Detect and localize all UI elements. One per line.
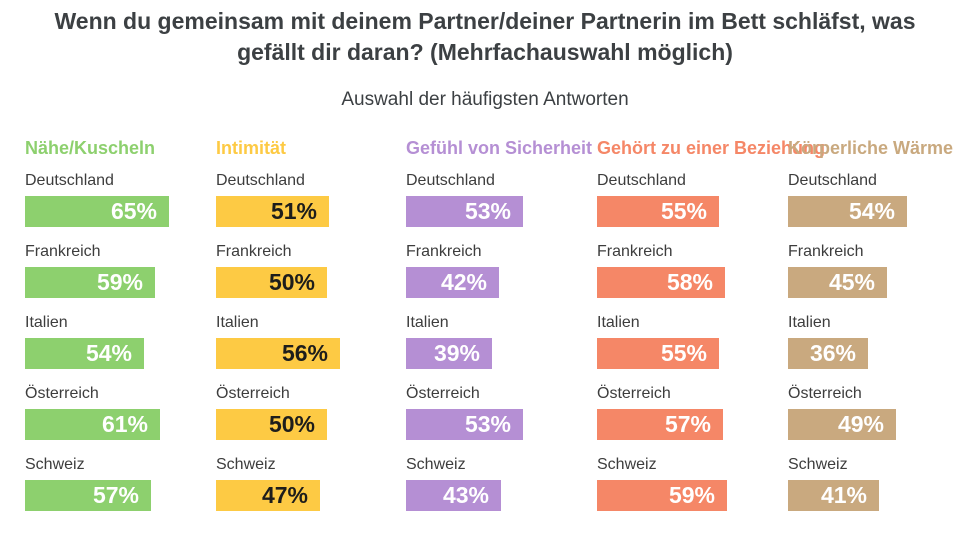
bar-row: Deutschland 53% xyxy=(406,171,597,227)
bar-row: Schweiz 59% xyxy=(597,455,788,511)
value-bar: 36% xyxy=(788,338,868,369)
country-label: Deutschland xyxy=(406,172,495,189)
bar-row: Frankreich 50% xyxy=(216,242,407,298)
country-label: Österreich xyxy=(597,385,671,402)
value-bar: 54% xyxy=(788,196,907,227)
country-label: Frankreich xyxy=(25,243,101,260)
country-label: Österreich xyxy=(216,385,290,402)
bar-row: Schweiz 57% xyxy=(25,455,216,511)
bar-row: Österreich 49% xyxy=(788,384,970,440)
bar-row: Deutschland 51% xyxy=(216,171,407,227)
country-label: Frankreich xyxy=(597,243,673,260)
value-bar: 53% xyxy=(406,409,523,440)
bar-row: Österreich 57% xyxy=(597,384,788,440)
country-label: Deutschland xyxy=(597,172,686,189)
bar-row: Deutschland 54% xyxy=(788,171,970,227)
bar-row: Schweiz 41% xyxy=(788,455,970,511)
country-label: Frankreich xyxy=(406,243,482,260)
bar-row: Österreich 50% xyxy=(216,384,407,440)
column-koerperliche-waerme: Körperliche Wärme Deutschland 54% Frankr… xyxy=(788,139,970,526)
value-bar: 65% xyxy=(25,196,169,227)
bar-row: Österreich 61% xyxy=(25,384,216,440)
bar-row: Italien 39% xyxy=(406,313,597,369)
bar-row: Schweiz 43% xyxy=(406,455,597,511)
value-bar: 49% xyxy=(788,409,896,440)
value-bar: 59% xyxy=(25,267,155,298)
column-naehe-kuscheln: Nähe/Kuscheln Deutschland 65% Frankreich… xyxy=(25,139,216,526)
country-label: Italien xyxy=(597,314,640,331)
column-gefuehl-von-sicherheit: Gefühl von Sicherheit Deutschland 53% Fr… xyxy=(406,139,597,526)
column-header: Intimität xyxy=(216,138,286,158)
country-label: Österreich xyxy=(406,385,480,402)
country-label: Deutschland xyxy=(788,172,877,189)
page-title: Wenn du gemeinsam mit deinem Partner/dei… xyxy=(54,8,916,65)
column-header: Gefühl von Sicherheit xyxy=(406,138,593,158)
country-label: Italien xyxy=(788,314,831,331)
bar-row: Italien 54% xyxy=(25,313,216,369)
value-bar: 53% xyxy=(406,196,523,227)
column-header: Nähe/Kuscheln xyxy=(25,138,156,158)
country-label: Schweiz xyxy=(216,456,276,473)
bar-row: Italien 56% xyxy=(216,313,407,369)
value-bar: 47% xyxy=(216,480,320,511)
bar-row: Österreich 53% xyxy=(406,384,597,440)
value-bar: 56% xyxy=(216,338,340,369)
value-bar: 57% xyxy=(597,409,723,440)
country-label: Schweiz xyxy=(406,456,466,473)
country-label: Italien xyxy=(406,314,449,331)
column-gehoert-zu-einer-beziehung: Gehört zu einer Beziehung Deutschland 55… xyxy=(597,138,826,526)
value-bar: 54% xyxy=(25,338,144,369)
value-bar: 57% xyxy=(25,480,151,511)
column-intimitaet: Intimität Deutschland 51% Frankreich 50%… xyxy=(216,139,407,526)
country-label: Deutschland xyxy=(216,172,305,189)
page-subtitle: Auswahl der häufigsten Antworten xyxy=(341,89,629,110)
bar-row: Frankreich 58% xyxy=(597,242,788,298)
value-bar: 51% xyxy=(216,196,329,227)
column-header: Körperliche Wärme xyxy=(788,138,954,158)
value-bar: 58% xyxy=(597,267,725,298)
bar-row: Frankreich 42% xyxy=(406,242,597,298)
country-label: Italien xyxy=(25,314,68,331)
bar-row: Deutschland 65% xyxy=(25,171,216,227)
value-bar: 41% xyxy=(788,480,879,511)
value-bar: 55% xyxy=(597,196,719,227)
value-bar: 45% xyxy=(788,267,887,298)
country-label: Österreich xyxy=(788,385,862,402)
bar-row: Frankreich 59% xyxy=(25,242,216,298)
country-label: Italien xyxy=(216,314,259,331)
bar-row: Frankreich 45% xyxy=(788,242,970,298)
bar-row: Italien 55% xyxy=(597,313,788,369)
value-bar: 50% xyxy=(216,409,327,440)
column-header: Gehört zu einer Beziehung xyxy=(597,138,826,158)
country-label: Schweiz xyxy=(597,456,657,473)
country-label: Schweiz xyxy=(25,456,85,473)
value-bar: 55% xyxy=(597,338,719,369)
country-label: Österreich xyxy=(25,385,99,402)
country-label: Frankreich xyxy=(216,243,292,260)
value-bar: 61% xyxy=(25,409,160,440)
value-bar: 39% xyxy=(406,338,492,369)
country-label: Deutschland xyxy=(25,172,114,189)
value-bar: 50% xyxy=(216,267,327,298)
country-label: Frankreich xyxy=(788,243,864,260)
value-bar: 43% xyxy=(406,480,501,511)
country-label: Schweiz xyxy=(788,456,848,473)
bar-row: Schweiz 47% xyxy=(216,455,407,511)
bar-row: Italien 36% xyxy=(788,313,970,369)
value-bar: 42% xyxy=(406,267,499,298)
value-bar: 59% xyxy=(597,480,727,511)
bar-row: Deutschland 55% xyxy=(597,171,788,227)
